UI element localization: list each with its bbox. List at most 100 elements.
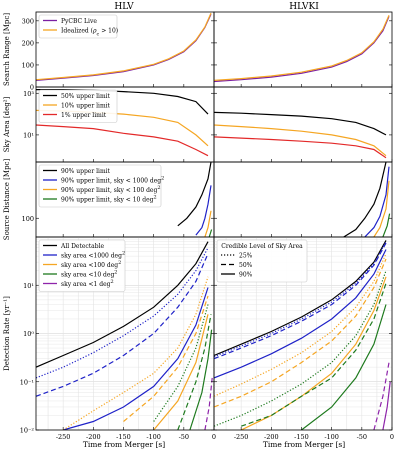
- series-line: [36, 12, 212, 81]
- legend-box: [38, 14, 118, 39]
- series-line: [214, 124, 387, 157]
- series-line: [153, 314, 209, 430]
- series-line: [208, 229, 213, 237]
- series-line: [240, 276, 387, 430]
- y-axis-label: Sky Area [deg²]: [3, 96, 11, 152]
- y-axis-label: Detection Rate [yr⁻¹]: [3, 296, 11, 371]
- x-tick-label: -250: [56, 433, 71, 441]
- series-group: [214, 15, 390, 83]
- series-line: [214, 242, 387, 360]
- series-line: [123, 295, 209, 422]
- legend-box: [38, 239, 126, 292]
- series-line: [153, 304, 209, 422]
- x-tick-label: 0: [212, 433, 216, 441]
- panel-0-hlvki: [213, 11, 393, 88]
- series-line: [301, 304, 387, 430]
- series-group: [177, 162, 213, 237]
- x-tick-label: -250: [234, 433, 249, 441]
- legend-label: 50%: [239, 262, 253, 269]
- legend-label: 50% upper limit: [61, 93, 111, 100]
- legend-box: [216, 239, 308, 283]
- series-line: [382, 213, 391, 237]
- series-line: [214, 15, 390, 81]
- y-tick-label: 10¹: [23, 282, 34, 290]
- legend-label: 90% upper limit, sky < 10 deg2: [61, 195, 157, 204]
- series-line: [214, 258, 387, 408]
- col-title-hlv: HLV: [114, 2, 134, 12]
- panel-2-hlvki: [213, 161, 393, 238]
- col-title-hlvki: HLVKI: [289, 2, 319, 12]
- x-tick-label: -150: [116, 433, 131, 441]
- panel-1-hlvki: [213, 86, 393, 163]
- panel-3-hlv: 10⁻² 10⁻¹ 10⁰ 10¹ -250 -200 -150 -100 -50 0 All De…: [20, 236, 216, 441]
- panel-1-hlv: 10¹ 10³ 50% upper limit 10% upper limit 1% u…: [23, 86, 215, 163]
- legend-label: sky area <1000 deg2: [61, 251, 125, 260]
- y-tick-label: 10⁻²: [20, 427, 35, 435]
- x-tick-label: -50: [179, 433, 189, 441]
- panel-frame: [213, 86, 393, 163]
- legend-label: 90% upper limit, sky < 100 deg2: [61, 185, 161, 194]
- series-line: [189, 329, 213, 430]
- series-line: [177, 162, 212, 227]
- y-tick-label: 100: [22, 61, 34, 69]
- series-line: [177, 314, 212, 430]
- x-tick-label: -100: [324, 433, 339, 441]
- legend-label: sky area <1 deg2: [61, 279, 114, 288]
- y-tick-label: 10³: [23, 90, 34, 98]
- series-line: [364, 166, 390, 237]
- series-line: [36, 124, 209, 157]
- y-tick-label: 300: [22, 17, 34, 25]
- legend-label: sky area <10 deg2: [61, 270, 117, 279]
- series-line: [36, 241, 209, 368]
- y-axis-label: Search Range [Mpc]: [3, 13, 11, 86]
- series-line: [373, 362, 390, 430]
- legend-title: Credible Level of Sky Area: [221, 243, 303, 250]
- series-line: [204, 210, 212, 237]
- series-group: [214, 240, 391, 430]
- x-tick-label: -50: [357, 433, 367, 441]
- plots: Search Range [Mpc] 0 100 200 300 PyCBC Live Id…: [3, 11, 394, 441]
- panel-frame: [213, 161, 393, 238]
- series-line: [214, 240, 387, 357]
- series-line: [204, 377, 213, 430]
- legend-label: sky area <100 deg2: [61, 260, 121, 269]
- legend-label: 1% upper limit: [61, 112, 107, 119]
- series-line: [343, 162, 387, 237]
- y-tick-label: 10⁻¹: [20, 378, 35, 386]
- legend-label: 90% upper limit: [61, 168, 111, 175]
- series-line: [214, 249, 387, 379]
- series-group: [343, 162, 391, 237]
- legend-label: 90% upper limit, sky < 1000 deg2: [61, 176, 164, 185]
- x-tick-label: -200: [264, 433, 279, 441]
- series-group: [36, 12, 212, 81]
- legend-label: Idealized (ρc > 10): [61, 28, 118, 38]
- panel-3-hlvki: -250 -200 -150 -100 -50 0 Credible Level of Sk…: [213, 236, 394, 441]
- series-line: [214, 16, 390, 83]
- series-group: [214, 111, 387, 159]
- legend-label: 25%: [239, 253, 253, 260]
- panel-0-hlv: 0 100 200 300 PyCBC Live Idealized (ρc > 10): [22, 11, 215, 92]
- series-group: [36, 241, 213, 430]
- y-tick-label: 10⁰: [23, 330, 34, 338]
- series-line: [214, 111, 387, 136]
- legend-label: All Detectable: [60, 243, 105, 250]
- legend-box: [38, 89, 118, 123]
- x-tick-label: 0: [390, 433, 394, 441]
- y-tick-label: 10¹: [23, 131, 34, 139]
- series-line: [373, 180, 390, 237]
- legend-box: [38, 164, 162, 208]
- x-axis-label-right: Time from Merger [s]: [263, 440, 345, 449]
- x-tick-label: -150: [294, 433, 309, 441]
- series-line: [36, 253, 209, 397]
- legend-label: 90%: [239, 272, 253, 279]
- x-tick-label: -200: [86, 433, 101, 441]
- series-line: [382, 381, 391, 430]
- series-line: [214, 253, 387, 397]
- legend-label: 10% upper limit: [61, 103, 111, 110]
- y-tick-label: 100: [22, 215, 34, 223]
- series-line: [195, 185, 212, 236]
- x-axis-label: Time from Merger [s]: [83, 440, 165, 449]
- series-line: [214, 136, 387, 159]
